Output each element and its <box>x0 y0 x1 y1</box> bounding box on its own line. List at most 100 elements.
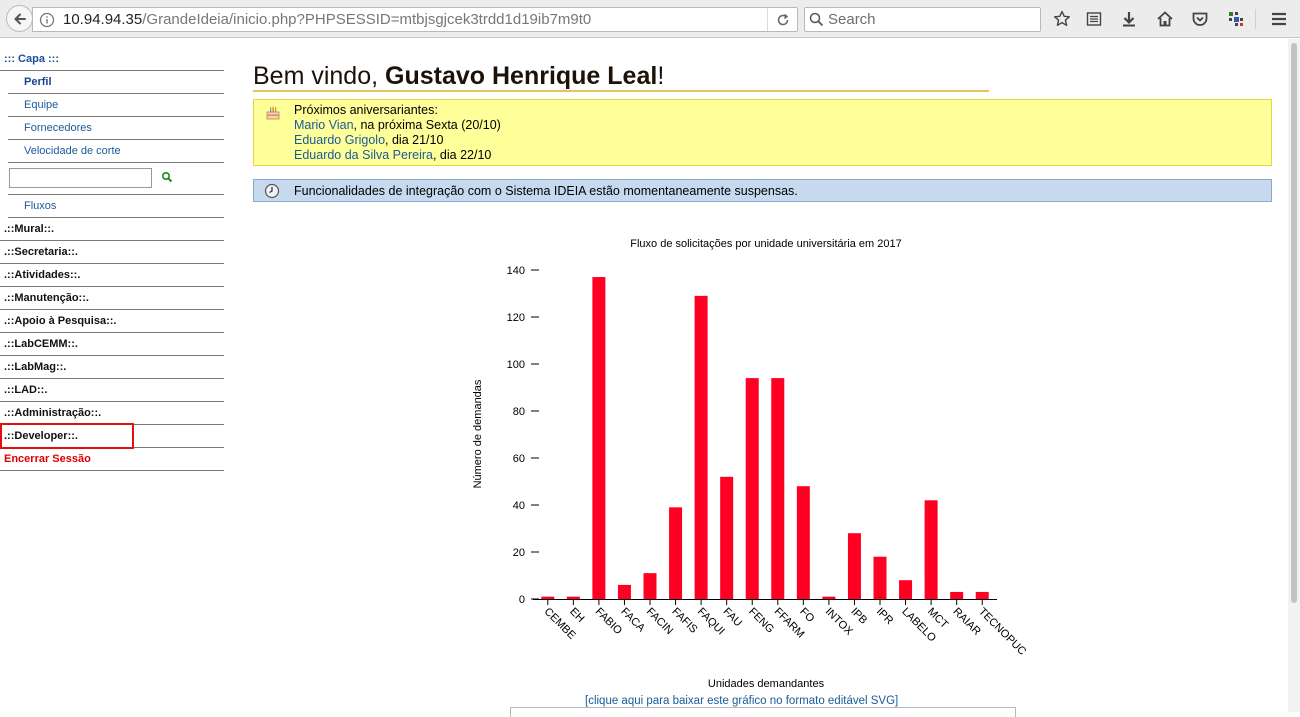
menu-section-labmag[interactable]: .::LabMag::. <box>0 356 224 379</box>
page-scrollbar[interactable] <box>1288 39 1300 712</box>
chart-y-axis-label: Número de demandas <box>472 379 484 488</box>
hamburger-menu-icon[interactable] <box>1269 9 1289 29</box>
welcome-prefix: Bem vindo, <box>253 62 386 90</box>
birthday-entry: Eduardo Grigolo, dia 21/10 <box>294 133 501 148</box>
chart-x-tick-label: FABIO <box>593 606 625 638</box>
chart-y-tick-label: 40 <box>513 500 525 512</box>
chart-bar <box>720 476 734 599</box>
bookmark-star-icon[interactable] <box>1052 9 1072 29</box>
notice-text: Funcionalidades de integração com o Sist… <box>294 184 798 198</box>
chart-x-tick-label: FO <box>797 606 817 626</box>
menu-item-perfil[interactable]: Perfil <box>8 71 224 94</box>
url-path: /GrandeIdeia/inicio.php?PHPSESSID=mtbjsg… <box>142 11 592 28</box>
url-host: 10.94.94.35 <box>63 11 143 28</box>
chart-bar <box>924 500 938 599</box>
notice-panel: Funcionalidades de integração com o Sist… <box>253 179 1272 202</box>
chart-bar <box>771 378 785 599</box>
reload-button[interactable] <box>767 8 797 31</box>
birthday-cake-icon <box>266 106 280 120</box>
birthday-date: , dia 21/10 <box>385 133 444 147</box>
chart-x-axis-label: Unidades demandantes <box>708 678 825 688</box>
sidebar-search-row <box>8 163 224 195</box>
menu-item-fornecedores[interactable]: Fornecedores <box>8 117 224 140</box>
chart-bar <box>592 277 606 599</box>
birthday-title: Próximos aniversariantes: <box>294 103 438 117</box>
menu-section-lad[interactable]: .::LAD::. <box>0 379 224 402</box>
chart-bar <box>899 580 913 599</box>
menu-section-secretaria[interactable]: .::Secretaria::. <box>0 241 224 264</box>
menu-item-fluxos[interactable]: Fluxos <box>8 195 224 218</box>
url-bar[interactable]: 10.94.94.35/GrandeIdeia/inicio.php?PHPSE… <box>32 7 798 32</box>
chart-x-tick-label: FAFIS <box>669 606 699 636</box>
menu-section-atividades[interactable]: .::Atividades::. <box>0 264 224 287</box>
chart-bar <box>796 486 810 599</box>
chart-bar <box>694 295 708 599</box>
chart-bar <box>847 533 861 599</box>
extension-icon[interactable] <box>1226 9 1246 29</box>
chart-bar <box>745 378 759 599</box>
pocket-icon[interactable] <box>1190 9 1210 29</box>
flow-bar-chart: Fluxo de solicitações por unidade univer… <box>472 238 1029 688</box>
chart-bar <box>541 596 555 599</box>
sidebar-search-go-icon[interactable] <box>161 171 173 183</box>
chart-x-tick-label: IPR <box>874 606 895 627</box>
scrollbar-thumb[interactable] <box>1291 43 1297 603</box>
search-icon <box>809 12 824 27</box>
chart-bar <box>822 596 836 599</box>
menu-section-apoio-pesquisa[interactable]: .::Apoio à Pesquisa::. <box>0 310 224 333</box>
home-icon[interactable] <box>1155 9 1175 29</box>
menu-capa[interactable]: ::: Capa ::: <box>0 48 224 71</box>
chart-y-tick-label: 80 <box>513 406 525 418</box>
chart-bar <box>566 596 580 599</box>
birthday-entry: Eduardo da Silva Pereira, dia 22/10 <box>294 148 501 163</box>
clock-icon <box>264 183 280 199</box>
welcome-user-name: Gustavo Henrique Leal <box>385 62 658 90</box>
chart-x-tick-label: EH <box>567 606 586 625</box>
chart-x-tick-label: FAQUI <box>695 606 727 638</box>
reading-list-icon[interactable] <box>1084 9 1104 29</box>
sidebar-search-input[interactable] <box>9 168 152 188</box>
birthday-entry: Mario Vian, na próxima Sexta (20/10) <box>294 118 501 133</box>
birthday-panel: Próximos aniversariantes: Mario Vian, na… <box>253 99 1272 166</box>
chart-bar <box>873 556 887 599</box>
toolbar-separator <box>1255 9 1256 29</box>
chart-bar <box>950 591 964 599</box>
welcome-heading: Bem vindo, Gustavo Henrique Leal! <box>253 62 989 92</box>
menu-item-velocidade-de-corte[interactable]: Velocidade de corte <box>8 140 224 163</box>
birthday-date: , na próxima Sexta (20/10) <box>353 118 501 132</box>
menu-section-labcemm[interactable]: .::LabCEMM::. <box>0 333 224 356</box>
logout-link[interactable]: Encerrar Sessão <box>0 448 224 471</box>
search-placeholder: Search <box>828 11 876 28</box>
search-bar[interactable]: Search <box>804 7 1041 32</box>
chart-y-tick-label: 100 <box>507 359 525 371</box>
download-svg-link[interactable]: [clique aqui para baixar este gráfico no… <box>585 695 899 707</box>
chart-bar <box>669 507 683 599</box>
info-icon[interactable] <box>39 12 55 28</box>
chart-x-tick-label: TECNOPUC <box>976 606 1028 658</box>
chart-x-tick-label: IPB <box>848 606 869 627</box>
birthday-person-link[interactable]: Eduardo Grigolo <box>294 133 386 147</box>
chart-y-tick-label: 120 <box>507 312 525 324</box>
chart-title: Fluxo de solicitações por unidade univer… <box>630 238 902 250</box>
chart-x-tick-label: FACIN <box>644 606 675 637</box>
chart-x-tick-label: FENG <box>746 606 776 636</box>
chart-y-tick-label: 60 <box>513 453 525 465</box>
menu-item-equipe[interactable]: Equipe <box>8 94 224 117</box>
menu-section-administracao[interactable]: .::Administração::. <box>0 402 224 425</box>
back-button[interactable] <box>6 5 33 32</box>
welcome-suffix: ! <box>657 62 665 90</box>
chart-bar <box>617 584 631 599</box>
sidebar-menu: ::: Capa ::: Perfil Equipe Fornecedores … <box>0 48 224 471</box>
menu-section-manutencao[interactable]: .::Manutenção::. <box>0 287 224 310</box>
birthday-person-link[interactable]: Mario Vian <box>294 118 354 132</box>
menu-section-mural[interactable]: .::Mural::. <box>0 218 224 241</box>
chart-bar <box>643 573 657 599</box>
chart-x-tick-label: RAIAR <box>951 606 983 638</box>
reload-icon <box>777 13 788 25</box>
chart-x-tick-label: INTOX <box>823 606 856 639</box>
download-icon[interactable] <box>1119 9 1139 29</box>
birthday-person-link[interactable]: Eduardo da Silva Pereira <box>294 148 433 162</box>
birthday-date: , dia 22/10 <box>432 148 492 162</box>
developer-highlight-box <box>0 423 134 449</box>
